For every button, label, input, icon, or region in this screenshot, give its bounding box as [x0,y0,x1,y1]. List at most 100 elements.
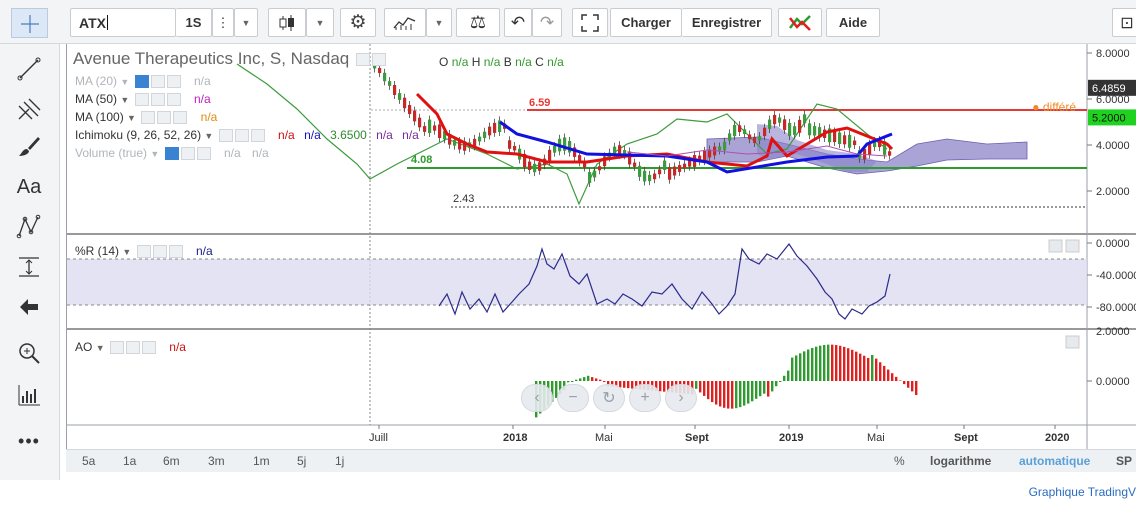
settings-button[interactable]: ⚙ [340,8,376,37]
text-icon: Aa [16,175,42,198]
indicators-button[interactable] [384,8,426,37]
candle-body [648,174,652,182]
close-icon[interactable] [250,129,265,143]
zoom-in-button[interactable]: + [629,384,661,412]
close-icon[interactable] [168,245,183,259]
gear-icon[interactable] [150,75,165,89]
close-icon[interactable] [196,147,211,161]
zoom-tool[interactable] [9,336,49,370]
compare-icon: ⚖ [469,12,487,32]
crosshair-tool-button[interactable] [11,8,48,38]
redo-button[interactable]: ↷ [532,8,562,37]
ao-bar [811,347,814,381]
close-icon[interactable] [166,93,181,107]
percent-scale-toggle[interactable]: % [894,454,905,468]
ao-bar [615,381,618,387]
eye-icon[interactable] [136,245,151,259]
ao-bar [867,357,870,381]
candle-body [783,119,787,130]
candle-body [763,127,767,137]
settings-toggle[interactable] [372,53,387,67]
trend-line-tool[interactable] [9,52,49,86]
eye-icon[interactable] [218,129,233,143]
visibility-toggle[interactable] [356,53,371,67]
range-1y[interactable]: 1a [123,454,137,468]
ao-bar [731,381,734,409]
brush-tool[interactable] [9,130,49,164]
range-1m[interactable]: 1m [253,454,270,468]
ao-bar [631,381,634,389]
zoom-out-button[interactable]: − [557,384,589,412]
gear-icon[interactable] [157,111,172,125]
eye-icon[interactable] [164,147,179,161]
candle-body [748,134,752,140]
candle-body [498,120,502,133]
scroll-right-button[interactable]: › [665,384,697,412]
range-6m[interactable]: 6m [163,454,180,468]
price-tick-label: 6.0000 [1096,94,1130,106]
interval-button[interactable]: 1S [176,8,212,37]
range-5d[interactable]: 5j [297,454,307,468]
log-scale-toggle[interactable]: logarithme [930,454,992,468]
load-button[interactable]: Charger [610,8,682,37]
candle-body [613,146,617,156]
candle-body [873,141,877,148]
ao-bar [627,381,630,389]
ao-bar [899,380,902,381]
fullscreen-icon [581,13,599,32]
close-icon[interactable] [173,111,188,125]
compare-button[interactable]: ⚖ [456,8,500,37]
indicators-dropdown[interactable]: ▼ [426,8,452,37]
eye-icon[interactable] [134,93,149,107]
gear-icon[interactable] [152,245,167,259]
save-button[interactable]: Enregistrer [682,8,772,37]
scroll-left-button[interactable]: ‹ [521,384,553,412]
chevron-down-icon: ▼ [315,17,325,28]
undo-button[interactable]: ↶ [504,8,532,37]
eye-icon[interactable] [134,75,149,89]
symbol-input[interactable]: ATX [70,8,176,37]
range-5y[interactable]: 5a [82,454,96,468]
sp-toggle[interactable]: SP [1116,454,1133,468]
eye-icon[interactable] [141,111,156,125]
eye-icon[interactable] [109,341,124,355]
close-icon[interactable] [141,341,156,355]
ao-bar [799,353,802,381]
text-tool[interactable]: Aa [9,170,49,204]
auto-scale-toggle[interactable]: automatique [1019,454,1091,468]
footer-attribution[interactable]: Graphique TradingV [1028,485,1136,499]
chevron-left-icon: ‹ [534,389,540,406]
legend-volume: Volume (true) ▼ n/a n/a [75,146,269,161]
help-button[interactable]: Aide [826,8,880,37]
time-tick-label: 2020 [1045,432,1069,444]
range-3m[interactable]: 3m [208,454,225,468]
publish-button[interactable] [778,8,822,37]
ao-bar [767,381,770,397]
data-window-button[interactable] [9,378,49,412]
range-1d[interactable]: 1j [335,454,345,468]
fullscreen-button[interactable] [572,8,608,37]
gear-icon[interactable] [234,129,249,143]
chevron-down-icon: ▼ [241,17,251,28]
pattern-tool[interactable] [9,210,49,244]
interval-menu-button[interactable]: ⋮ [212,8,234,37]
close-icon[interactable] [166,75,181,89]
gear-icon[interactable] [150,93,165,107]
reset-button[interactable]: ↻ [593,384,625,412]
last-price-tag: 6.4859 [1092,83,1126,95]
interval-dropdown-button[interactable]: ▼ [234,8,258,37]
snapshot-button[interactable]: ⊡ [1112,8,1136,37]
candle-body [378,67,382,74]
gear-icon[interactable] [125,341,140,355]
chart-type-button[interactable] [268,8,306,37]
ao-bar [603,381,606,382]
gear-icon[interactable] [180,147,195,161]
remove-drawings-button[interactable] [9,290,49,324]
chart-canvas[interactable]: 8.0000 6.0000 4.0000 2.0000 6.59 4.08 2.43 6.48… [67,44,1136,449]
chart-area[interactable]: 8.0000 6.0000 4.0000 2.0000 6.59 4.08 2.43 6.48… [66,44,1136,449]
more-tools-button[interactable]: ••• [9,424,49,458]
pitchfork-tool[interactable] [9,92,49,126]
measure-tool[interactable] [9,250,49,284]
chart-type-dropdown[interactable]: ▼ [306,8,334,37]
ao-bar [555,381,558,398]
